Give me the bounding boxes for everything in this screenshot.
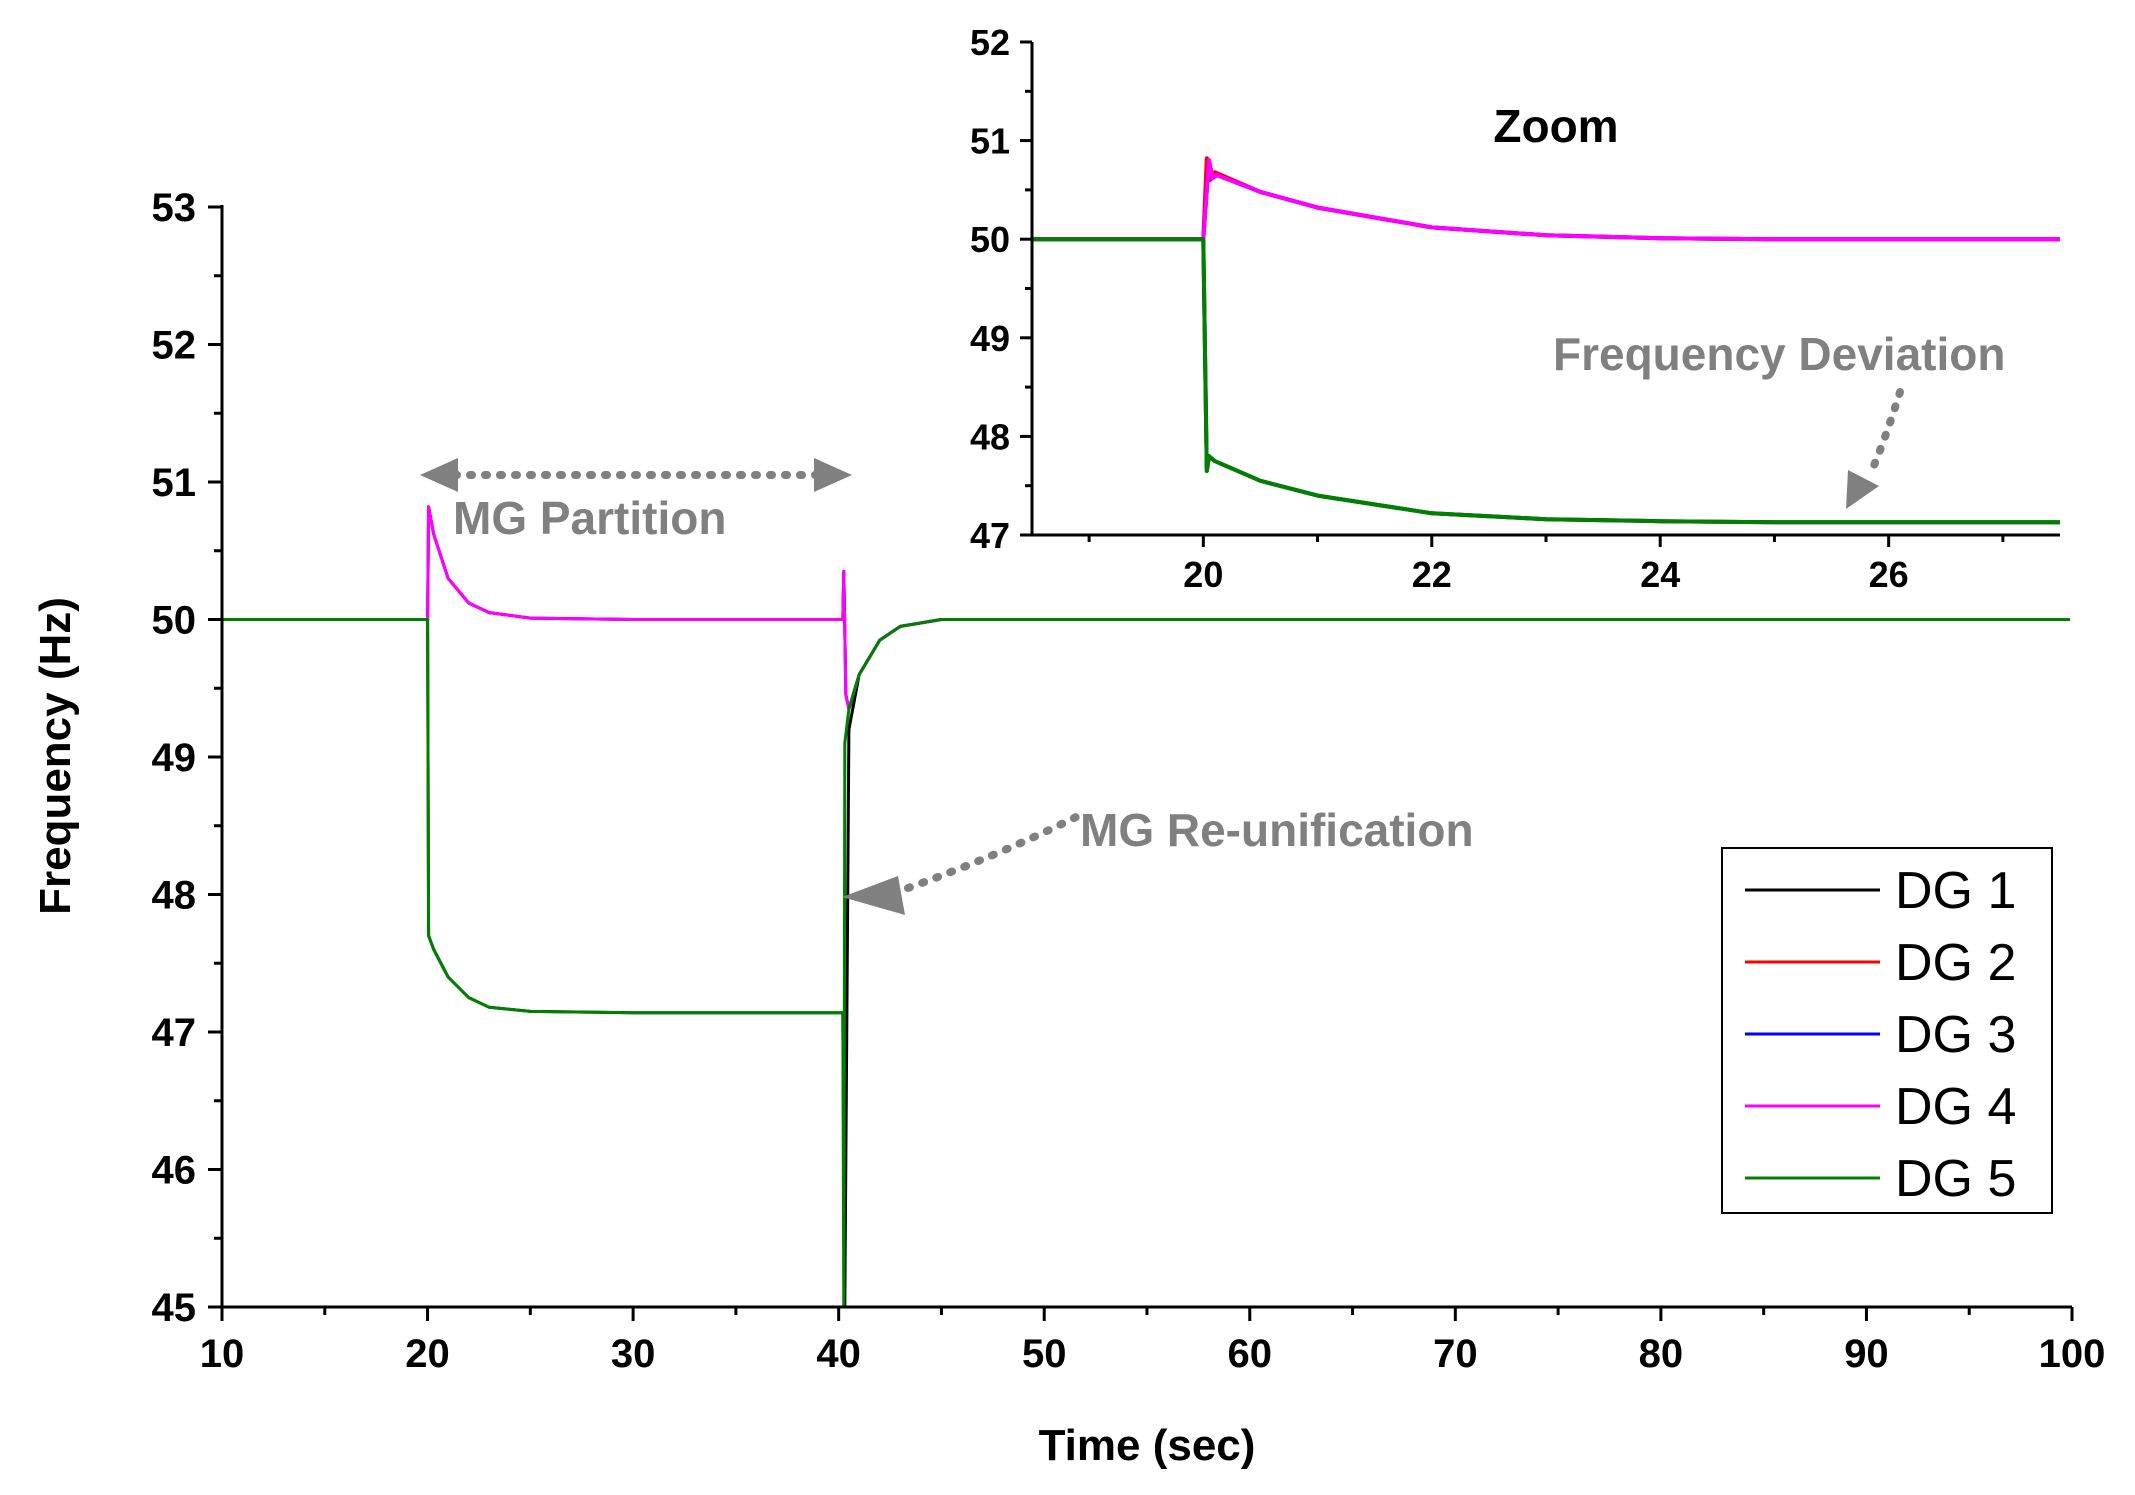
inset-y-tick-label: 51 xyxy=(970,121,1010,162)
main-x-tick-label: 10 xyxy=(200,1332,245,1376)
inset-x-tick-label: 24 xyxy=(1640,554,1680,595)
main-plot: 10 20 30 40 50 60 70 80 90 100 45 46 47 48 49 50 51 52 53… xyxy=(31,186,2105,1470)
main-series-dg-5 xyxy=(222,618,2070,1309)
main-y-tick-label: 48 xyxy=(152,874,197,918)
mg-reunification-annotation: MG Re-unification xyxy=(842,804,1474,915)
inset-series-dg-5 xyxy=(1032,237,2060,525)
inset-y-tick-label: 50 xyxy=(970,219,1010,260)
inset-x-tick-label: 26 xyxy=(1869,554,1909,595)
main-y-tick-label: 50 xyxy=(152,599,197,643)
inset-y-tick-label: 49 xyxy=(970,318,1010,359)
inset-plot: 20 22 24 26 47 48 49 50 51 52 Zoom Frequency Dev… xyxy=(970,22,2060,595)
frequency-deviation-label: Frequency Deviation xyxy=(1553,328,2005,380)
inset-x-tick-label: 22 xyxy=(1412,554,1452,595)
main-x-tick-label: 70 xyxy=(1433,1332,1478,1376)
legend-label-dg-1: DG 1 xyxy=(1895,862,2016,920)
legend-label-dg-2: DG 2 xyxy=(1895,934,2016,992)
main-x-tick-label: 90 xyxy=(1844,1332,1889,1376)
inset-series-dg-4 xyxy=(1032,158,2060,242)
legend-label-dg-3: DG 3 xyxy=(1895,1006,2016,1064)
y-axis-title: Frequency (Hz) xyxy=(31,597,80,915)
inset-y-tick-label: 52 xyxy=(970,22,1010,63)
mg-partition-label: MG Partition xyxy=(453,492,726,544)
mg-partition-right-arrowhead xyxy=(814,458,852,492)
legend: DG 1 DG 2 DG 3 DG 4 DG 5 xyxy=(1721,847,2053,1214)
inset-x-tick-label: 20 xyxy=(1183,554,1223,595)
main-y-tick-label: 52 xyxy=(152,324,197,368)
mg-partition-annotation: MG Partition xyxy=(420,458,852,544)
mg-reunification-arrowhead xyxy=(842,876,905,915)
main-x-tick-label: 100 xyxy=(2039,1332,2106,1376)
main-x-tick-label: 80 xyxy=(1639,1332,1684,1376)
main-x-tick-label: 40 xyxy=(816,1332,861,1376)
main-y-tick-label: 53 xyxy=(152,186,197,230)
main-y-tick-label: 47 xyxy=(152,1011,197,1055)
main-y-tick-label: 49 xyxy=(152,736,197,780)
main-y-tick-label: 46 xyxy=(152,1149,197,1193)
inset-title: Zoom xyxy=(1493,100,1618,152)
legend-box xyxy=(1721,847,2053,1214)
x-axis-title: Time (sec) xyxy=(1039,1421,1256,1470)
main-y-tick-label: 51 xyxy=(152,461,197,505)
frequency-deviation-dotted-curve xyxy=(1868,388,1904,474)
main-x-tick-label: 30 xyxy=(611,1332,656,1376)
legend-label-dg-4: DG 4 xyxy=(1895,1078,2016,1136)
inset-y-tick-label: 47 xyxy=(970,515,1010,556)
main-x-tick-label: 60 xyxy=(1228,1332,1273,1376)
frequency-deviation-annotation: Frequency Deviation xyxy=(1553,328,2005,509)
mg-partition-left-arrowhead xyxy=(420,458,458,492)
main-x-tick-label: 50 xyxy=(1022,1332,1067,1376)
inset-y-tick-label: 48 xyxy=(970,416,1010,457)
legend-label-dg-5: DG 5 xyxy=(1895,1150,2016,1208)
mg-reunification-label: MG Re-unification xyxy=(1080,804,1474,856)
frequency-deviation-arrowhead xyxy=(1846,470,1879,509)
main-x-tick-label: 20 xyxy=(405,1332,450,1376)
main-y-tick-label: 45 xyxy=(152,1286,197,1330)
mg-reunification-dotted-curve xyxy=(904,811,1084,892)
